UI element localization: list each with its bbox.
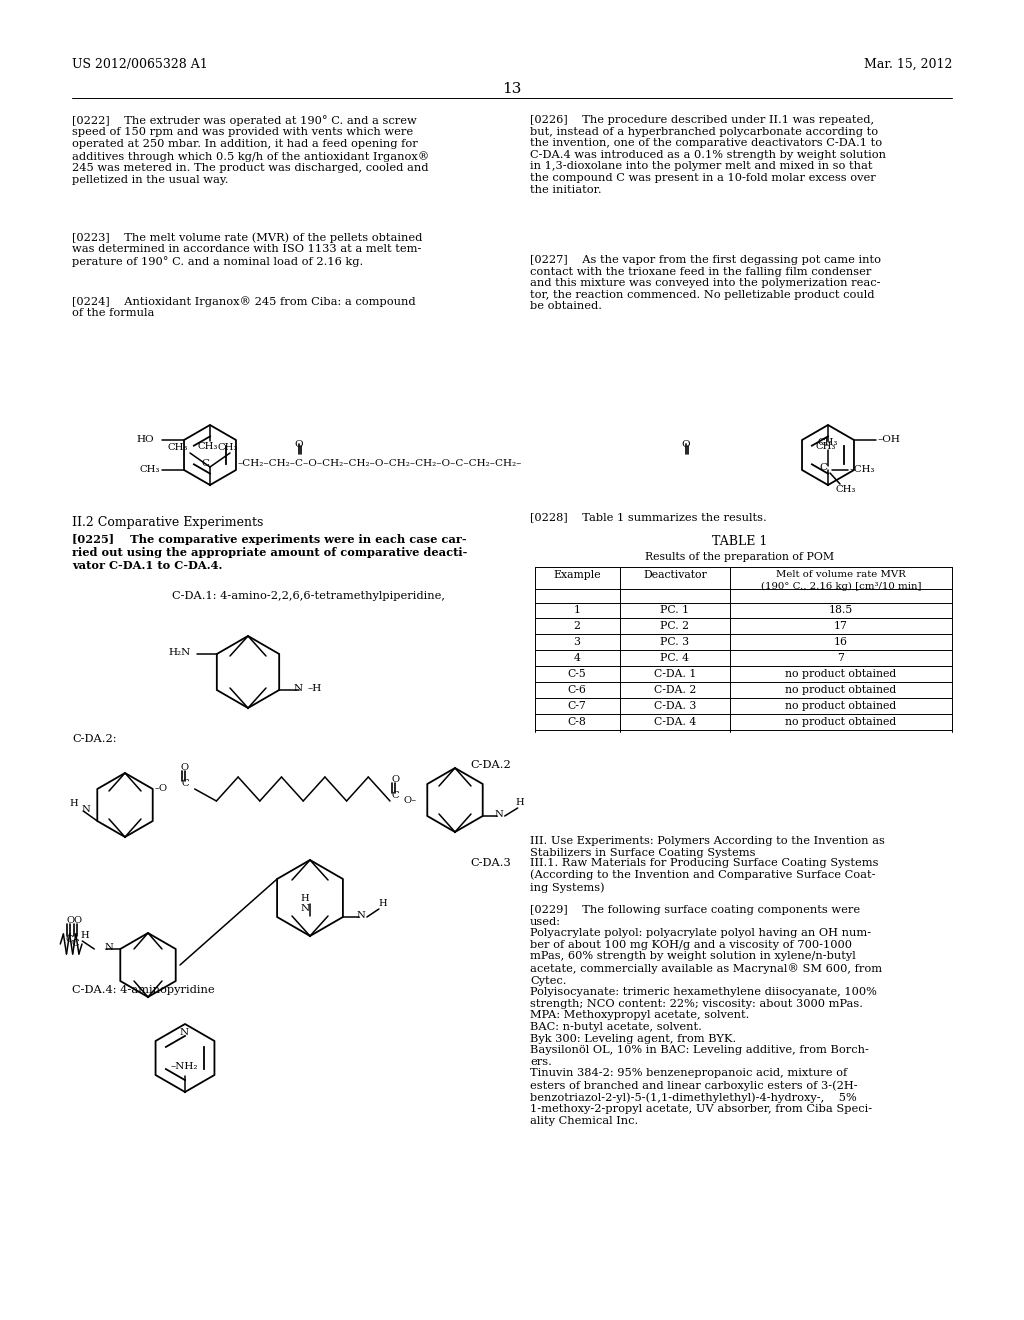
Text: O: O (295, 440, 303, 449)
Text: N: N (357, 911, 366, 920)
Text: –NH₂: –NH₂ (171, 1063, 199, 1071)
Text: Melt of volume rate MVR: Melt of volume rate MVR (776, 570, 906, 579)
Text: 1: 1 (573, 605, 581, 615)
Text: CH₃: CH₃ (139, 465, 160, 474)
Text: H: H (516, 799, 524, 807)
Text: Deactivator: Deactivator (643, 570, 707, 579)
Text: –H: –H (307, 684, 322, 693)
Text: 7: 7 (838, 653, 845, 663)
Text: C: C (72, 939, 80, 948)
Text: C: C (66, 935, 73, 944)
Text: TABLE 1: TABLE 1 (713, 535, 768, 548)
Text: no product obtained: no product obtained (785, 685, 897, 696)
Text: N: N (495, 810, 504, 818)
Text: O: O (67, 916, 75, 925)
Text: 2: 2 (573, 620, 581, 631)
Text: III. Use Experiments: Polymers According to the Invention as
Stabilizers in Surf: III. Use Experiments: Polymers According… (530, 836, 885, 858)
Text: Mar. 15, 2012: Mar. 15, 2012 (863, 58, 952, 71)
Text: N: N (293, 684, 302, 693)
Text: [0227]    As the vapor from the first degassing pot came into
contact with the t: [0227] As the vapor from the first degas… (530, 255, 881, 312)
Text: C-DA.2:: C-DA.2: (72, 734, 117, 744)
Text: H: H (70, 799, 78, 808)
Text: C: C (819, 462, 827, 471)
Text: N: N (300, 904, 309, 913)
Text: –CH₃: –CH₃ (850, 465, 876, 474)
Text: no product obtained: no product obtained (785, 717, 897, 727)
Text: C-6: C-6 (567, 685, 587, 696)
Text: no product obtained: no product obtained (785, 701, 897, 711)
Text: C-DA.3: C-DA.3 (470, 858, 511, 869)
Text: no product obtained: no product obtained (785, 669, 897, 678)
Text: N: N (104, 942, 113, 952)
Text: H: H (378, 899, 386, 908)
Text: Example: Example (553, 570, 601, 579)
Text: C-DA. 1: C-DA. 1 (653, 669, 696, 678)
Text: [0225]    The comparative experiments were in each case car-
ried out using the : [0225] The comparative experiments were … (72, 535, 467, 570)
Text: CH₃: CH₃ (167, 444, 187, 451)
Text: C-DA.1: 4-amino-2,2,6,6-tetramethylpiperidine,: C-DA.1: 4-amino-2,2,6,6-tetramethylpiper… (172, 591, 445, 601)
Text: 18.5: 18.5 (828, 605, 853, 615)
Text: US 2012/0065328 A1: US 2012/0065328 A1 (72, 58, 208, 71)
Text: CH₃: CH₃ (218, 444, 239, 451)
Text: [0224]    Antioxidant Irganox® 245 from Ciba: a compound
of the formula: [0224] Antioxidant Irganox® 245 from Cib… (72, 296, 416, 318)
Text: C-DA.2: C-DA.2 (470, 760, 511, 770)
Text: N: N (81, 804, 90, 813)
Text: O: O (180, 763, 188, 772)
Text: CH₃: CH₃ (818, 438, 839, 447)
Text: O: O (73, 916, 81, 925)
Text: 3: 3 (573, 638, 581, 647)
Text: PC. 1: PC. 1 (660, 605, 689, 615)
Text: C-DA. 4: C-DA. 4 (654, 717, 696, 727)
Text: –O: –O (155, 784, 168, 793)
Text: C: C (201, 459, 209, 469)
Text: HO: HO (136, 436, 154, 444)
Text: C: C (392, 792, 399, 800)
Text: III.1. Raw Materials for Producing Surface Coating Systems
(According to the Inv: III.1. Raw Materials for Producing Surfa… (530, 858, 879, 892)
Text: [0222]    The extruder was operated at 190° C. and a screw
speed of 150 rpm and : [0222] The extruder was operated at 190°… (72, 115, 429, 185)
Text: [0226]    The procedure described under II.1 was repeated,
but, instead of a hyp: [0226] The procedure described under II.… (530, 115, 886, 194)
Text: C-7: C-7 (567, 701, 587, 711)
Text: O–: O– (403, 796, 416, 805)
Text: H: H (80, 931, 89, 940)
Text: 17: 17 (835, 620, 848, 631)
Text: C-DA. 2: C-DA. 2 (653, 685, 696, 696)
Text: 16: 16 (834, 638, 848, 647)
Text: C-DA.4: 4-aminopyridine: C-DA.4: 4-aminopyridine (72, 985, 215, 995)
Text: –OH: –OH (878, 436, 901, 444)
Text: CH₃: CH₃ (836, 484, 856, 494)
Text: H: H (301, 894, 309, 903)
Text: [0228]    Table 1 summarizes the results.: [0228] Table 1 summarizes the results. (530, 512, 767, 521)
Text: –CH₂–CH₂–C–O–CH₂–CH₂–O–CH₂–CH₂–O–C–CH₂–CH₂–: –CH₂–CH₂–C–O–CH₂–CH₂–O–CH₂–CH₂–O–C–CH₂–C… (238, 458, 522, 467)
Text: PC. 3: PC. 3 (660, 638, 689, 647)
Text: C-DA. 3: C-DA. 3 (653, 701, 696, 711)
Text: (190° C., 2.16 kg) [cm³/10 min]: (190° C., 2.16 kg) [cm³/10 min] (761, 582, 922, 591)
Text: [0229]    The following surface coating components were
used:
Polyacrylate polyo: [0229] The following surface coating com… (530, 906, 882, 1126)
Text: C: C (181, 780, 189, 788)
Text: II.2 Comparative Experiments: II.2 Comparative Experiments (72, 516, 263, 529)
Text: CH₃: CH₃ (198, 442, 218, 451)
Text: O: O (682, 440, 690, 449)
Text: 4: 4 (573, 653, 581, 663)
Text: C-8: C-8 (567, 717, 587, 727)
Text: CH₃: CH₃ (816, 442, 837, 451)
Text: 13: 13 (503, 82, 521, 96)
Text: O: O (391, 775, 399, 784)
Text: PC. 4: PC. 4 (660, 653, 689, 663)
Text: C-5: C-5 (567, 669, 587, 678)
Text: H₂N: H₂N (169, 648, 191, 657)
Text: Results of the preparation of POM: Results of the preparation of POM (645, 552, 835, 562)
Text: N: N (180, 1028, 189, 1038)
Text: PC. 2: PC. 2 (660, 620, 689, 631)
Text: [0223]    The melt volume rate (MVR) of the pellets obtained
was determined in a: [0223] The melt volume rate (MVR) of the… (72, 232, 422, 267)
